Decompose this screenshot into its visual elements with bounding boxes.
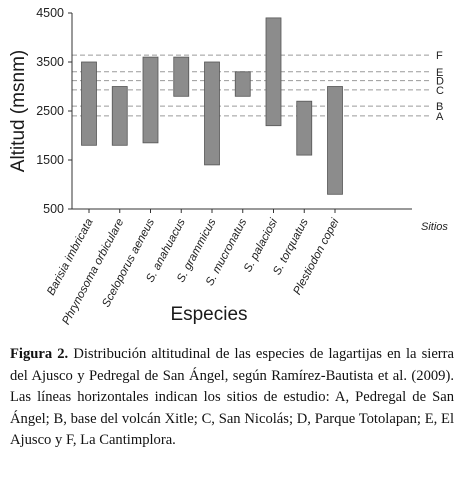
site-label-b: B [436, 101, 443, 113]
range-bar [296, 100, 313, 156]
range-bar [265, 17, 282, 127]
altitude-chart: F E D C B A 500 1500 2500 3500 4500 Barisia imbrica… [8, 6, 448, 327]
site-label-f: F [436, 50, 443, 62]
caption-text: Distribución altitudinal de las especies… [10, 346, 454, 448]
y-tick-label: 3500 [36, 55, 64, 69]
range-bar [234, 71, 251, 97]
site-label-a: A [436, 111, 444, 123]
y-tick-label: 4500 [36, 6, 64, 20]
range-bar [142, 56, 159, 144]
range-bar [204, 61, 220, 166]
caption-label: Figura 2. [10, 346, 69, 362]
range-bar [81, 61, 97, 146]
y-tick-label: 500 [43, 202, 64, 216]
y-axis-title: Altitud (msnm) [8, 50, 29, 172]
range-bar [327, 86, 343, 195]
site-label-d: D [436, 76, 444, 88]
y-tick-label: 2500 [36, 104, 64, 118]
range-bar [111, 86, 128, 146]
x-axis-title: Especies [170, 304, 247, 325]
site-label-c: C [436, 85, 444, 97]
site-label-e: E [436, 67, 443, 79]
range-bar [173, 56, 190, 97]
sites-axis-label: Sitios [421, 221, 448, 233]
y-tick-label: 1500 [36, 153, 64, 167]
figure-caption: Figura 2. Distribución altitudinal de la… [10, 344, 454, 452]
